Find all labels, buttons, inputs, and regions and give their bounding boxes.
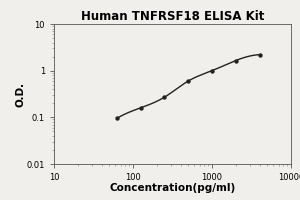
- Point: [233, 59, 238, 62]
- Title: Human TNFRSF18 ELISA Kit: Human TNFRSF18 ELISA Kit: [81, 10, 264, 23]
- Point: [115, 117, 119, 120]
- Point: [257, 53, 262, 56]
- X-axis label: Concentration(pg/ml): Concentration(pg/ml): [110, 183, 236, 193]
- Y-axis label: O.D.: O.D.: [15, 81, 25, 107]
- Point: [186, 79, 190, 83]
- Point: [162, 96, 167, 99]
- Point: [210, 69, 214, 72]
- Point: [138, 106, 143, 109]
